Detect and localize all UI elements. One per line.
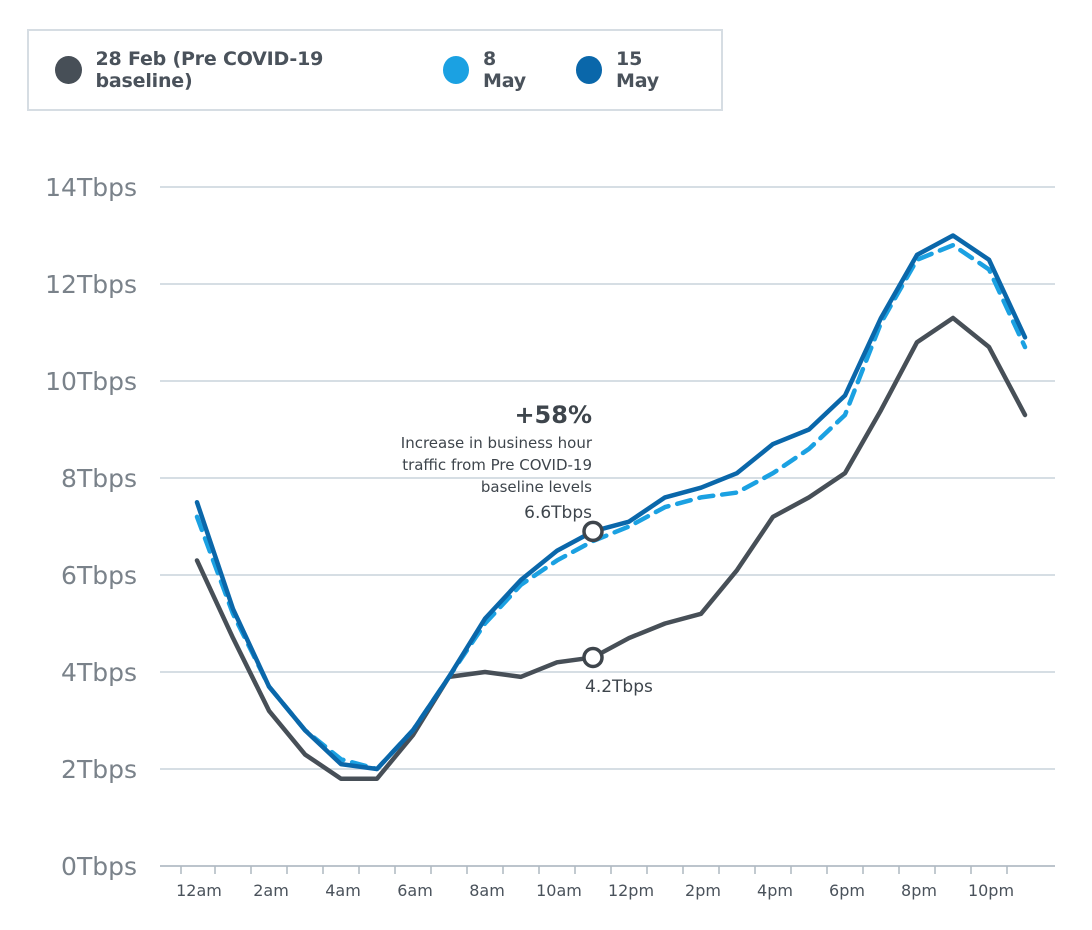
x-tick-label: 10am xyxy=(536,881,582,900)
series-line-15-may xyxy=(194,233,1028,772)
y-axis-ticks: 0Tbps 2Tbps 4Tbps 6Tbps 8Tbps 10Tbps 12Tbps 14T… xyxy=(45,173,137,881)
annotation-percent: +58% xyxy=(514,401,592,429)
annotation-description-line-3: baseline levels xyxy=(481,478,592,496)
x-tick-label: 6am xyxy=(397,881,433,900)
annotation-description-line-2: traffic from Pre COVID-19 xyxy=(402,456,592,474)
series-line-8-may xyxy=(194,242,1028,772)
legend-swatch-15-may xyxy=(575,56,603,84)
x-tick-label: 6pm xyxy=(829,881,865,900)
x-tick-label: 4am xyxy=(325,881,361,900)
annotation-marker-lower xyxy=(582,646,604,669)
x-tick-label: 8pm xyxy=(901,881,937,900)
legend-item-baseline[interactable]: 28 Feb (Pre COVID-19 baseline) xyxy=(55,48,409,92)
legend-label-15-may: 15 May xyxy=(616,48,659,92)
legend-item-15-may[interactable]: 15 May xyxy=(575,48,687,92)
x-tick-label: 12am xyxy=(176,881,222,900)
x-axis: 12am 2am 4am 6am 8am 10am 12pm 2pm 4pm 6pm 8pm 10pm xyxy=(160,865,1055,900)
legend-swatch-baseline xyxy=(55,56,82,84)
y-tick-label: 14Tbps xyxy=(45,173,137,202)
y-tick-label: 0Tbps xyxy=(61,852,137,881)
series-lines xyxy=(194,233,1028,781)
legend-label-8-may: 8 May xyxy=(483,48,526,92)
x-tick-label: 8am xyxy=(469,881,505,900)
legend-label-baseline: 28 Feb (Pre COVID-19 baseline) xyxy=(95,48,324,92)
x-tick-label: 10pm xyxy=(968,881,1014,900)
legend-item-8-may[interactable]: 8 May xyxy=(442,48,542,92)
x-tick-label: 12pm xyxy=(608,881,654,900)
x-tick-label: 4pm xyxy=(757,881,793,900)
legend: 28 Feb (Pre COVID-19 baseline) 8 May 15 … xyxy=(27,29,723,111)
x-tick-label: 2am xyxy=(253,881,289,900)
y-tick-label: 6Tbps xyxy=(61,561,137,590)
annotation-lower-value: 4.2Tbps xyxy=(585,677,653,697)
series-line-28-feb xyxy=(194,315,1028,781)
y-tick-label: 10Tbps xyxy=(45,367,137,396)
y-tick-label: 2Tbps xyxy=(61,755,137,784)
y-tick-label: 8Tbps xyxy=(61,464,137,493)
y-tick-label: 4Tbps xyxy=(61,658,137,687)
x-tick-label: 2pm xyxy=(685,881,721,900)
y-tick-label: 12Tbps xyxy=(45,270,137,299)
annotation-upper-value: 6.6Tbps xyxy=(524,503,592,523)
annotation-description-line-1: Increase in business hour xyxy=(401,434,593,452)
legend-swatch-8-may xyxy=(442,56,470,84)
annotation-marker-upper xyxy=(582,520,604,543)
annotation-group: +58% Increase in business hour traffic f… xyxy=(401,401,653,697)
